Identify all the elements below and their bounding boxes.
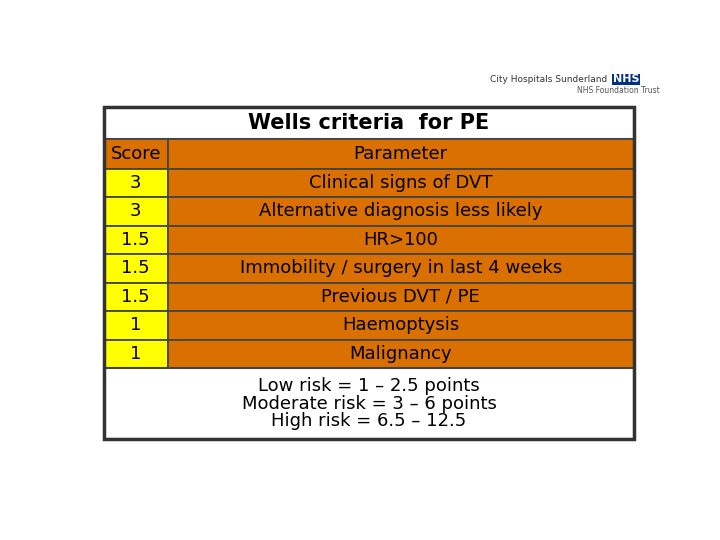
Text: Immobility / surgery in last 4 weeks: Immobility / surgery in last 4 weeks: [240, 259, 562, 278]
Bar: [104, 254, 168, 283]
Bar: [168, 168, 634, 197]
Bar: [168, 139, 634, 168]
Bar: [612, 74, 640, 85]
Bar: [104, 139, 168, 168]
Bar: [104, 340, 168, 368]
Text: 1: 1: [130, 316, 141, 334]
Text: NHS: NHS: [613, 75, 639, 84]
Bar: [104, 368, 634, 439]
Text: Clinical signs of DVT: Clinical signs of DVT: [309, 174, 492, 192]
Text: Previous DVT / PE: Previous DVT / PE: [321, 288, 480, 306]
Text: Alternative diagnosis less likely: Alternative diagnosis less likely: [259, 202, 543, 220]
Bar: [104, 226, 168, 254]
Text: Moderate risk = 3 – 6 points: Moderate risk = 3 – 6 points: [242, 395, 496, 413]
Text: City Hospitals Sunderland: City Hospitals Sunderland: [490, 75, 608, 84]
Bar: [104, 283, 168, 311]
Text: Low risk = 1 – 2.5 points: Low risk = 1 – 2.5 points: [258, 377, 480, 395]
Bar: [104, 107, 634, 439]
Text: 1: 1: [130, 345, 141, 363]
Bar: [104, 197, 168, 226]
Text: 1.5: 1.5: [122, 259, 150, 278]
Text: Parameter: Parameter: [354, 145, 448, 163]
Bar: [168, 197, 634, 226]
Bar: [168, 254, 634, 283]
Text: Wells criteria  for PE: Wells criteria for PE: [248, 113, 490, 133]
Bar: [168, 311, 634, 340]
Bar: [104, 168, 168, 197]
Bar: [104, 311, 168, 340]
Text: 1.5: 1.5: [122, 288, 150, 306]
Text: 1.5: 1.5: [122, 231, 150, 249]
Text: Haemoptysis: Haemoptysis: [342, 316, 459, 334]
Bar: [168, 340, 634, 368]
Text: 3: 3: [130, 174, 141, 192]
Bar: [168, 226, 634, 254]
Text: Score: Score: [110, 145, 161, 163]
Text: 3: 3: [130, 202, 141, 220]
Text: NHS Foundation Trust: NHS Foundation Trust: [577, 86, 660, 96]
Bar: [104, 107, 634, 139]
Bar: [168, 283, 634, 311]
Text: High risk = 6.5 – 12.5: High risk = 6.5 – 12.5: [271, 413, 467, 430]
Text: HR>100: HR>100: [364, 231, 438, 249]
Text: Malignancy: Malignancy: [349, 345, 452, 363]
